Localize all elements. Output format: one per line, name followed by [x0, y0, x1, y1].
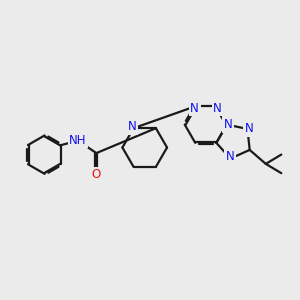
Text: N: N	[224, 118, 233, 131]
Text: N: N	[245, 122, 254, 136]
Text: N: N	[190, 102, 199, 115]
Text: N: N	[225, 150, 234, 164]
Text: NH: NH	[69, 134, 87, 147]
Text: N: N	[128, 120, 137, 133]
Text: O: O	[92, 168, 101, 181]
Text: N: N	[213, 102, 222, 115]
